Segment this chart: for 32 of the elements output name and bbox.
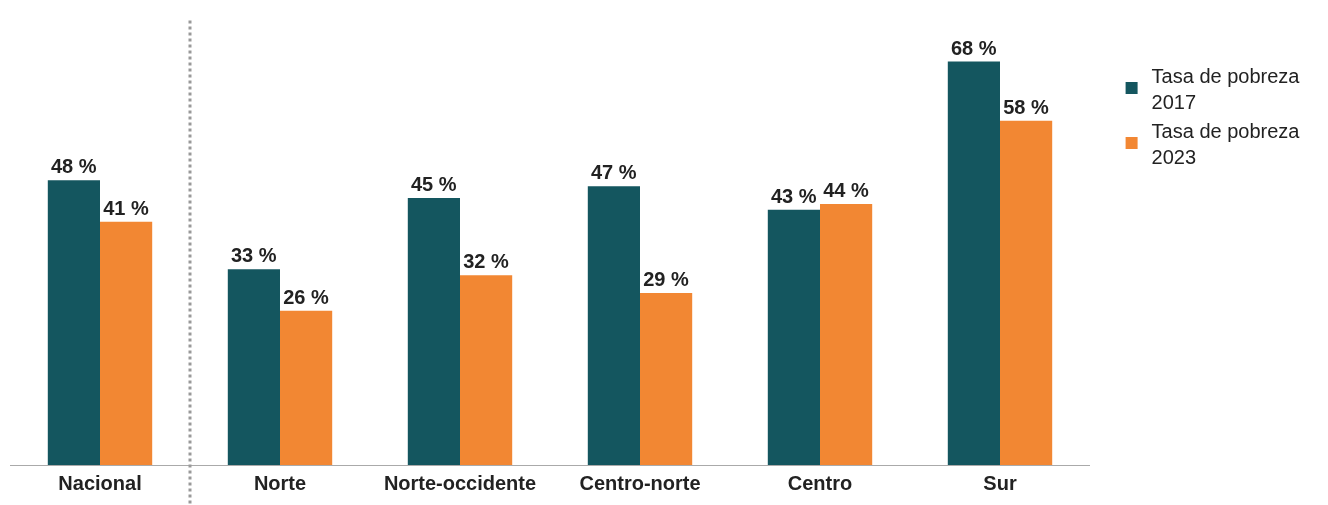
bar	[460, 275, 513, 465]
x-tick-label: Centro	[787, 472, 853, 494]
bar	[47, 180, 100, 465]
bar	[587, 186, 640, 465]
bar	[280, 310, 333, 465]
bar	[640, 292, 693, 465]
bar	[947, 61, 1000, 465]
data-label: 26 %	[283, 285, 329, 308]
data-label: 32 %	[463, 250, 509, 273]
data-label: 58 %	[1003, 95, 1049, 118]
bar	[100, 221, 153, 465]
data-label: 68 %	[951, 36, 997, 59]
data-label: 44 %	[823, 178, 869, 201]
data-label: 33 %	[231, 244, 277, 267]
bar	[227, 269, 280, 465]
bar	[767, 209, 820, 465]
data-label: 48 %	[51, 155, 97, 178]
x-tick-label: Norte	[253, 472, 307, 494]
x-tick-label: Norte-occidente	[383, 472, 537, 494]
legend-label: Tasa de pobreza 2023	[1151, 119, 1301, 168]
bar	[1000, 120, 1053, 465]
x-tick-label: Nacional	[58, 472, 142, 494]
legend-label: Tasa de pobreza 2017	[1151, 64, 1301, 113]
bar	[407, 198, 460, 465]
data-label: 43 %	[771, 184, 817, 207]
x-tick-label: Sur	[983, 472, 1017, 494]
bar	[820, 203, 873, 465]
x-tick-label: Centro-norte	[579, 472, 701, 494]
data-label: 47 %	[591, 161, 637, 184]
data-label: 29 %	[643, 267, 689, 290]
data-label: 41 %	[103, 196, 149, 219]
data-label: 45 %	[411, 173, 457, 195]
